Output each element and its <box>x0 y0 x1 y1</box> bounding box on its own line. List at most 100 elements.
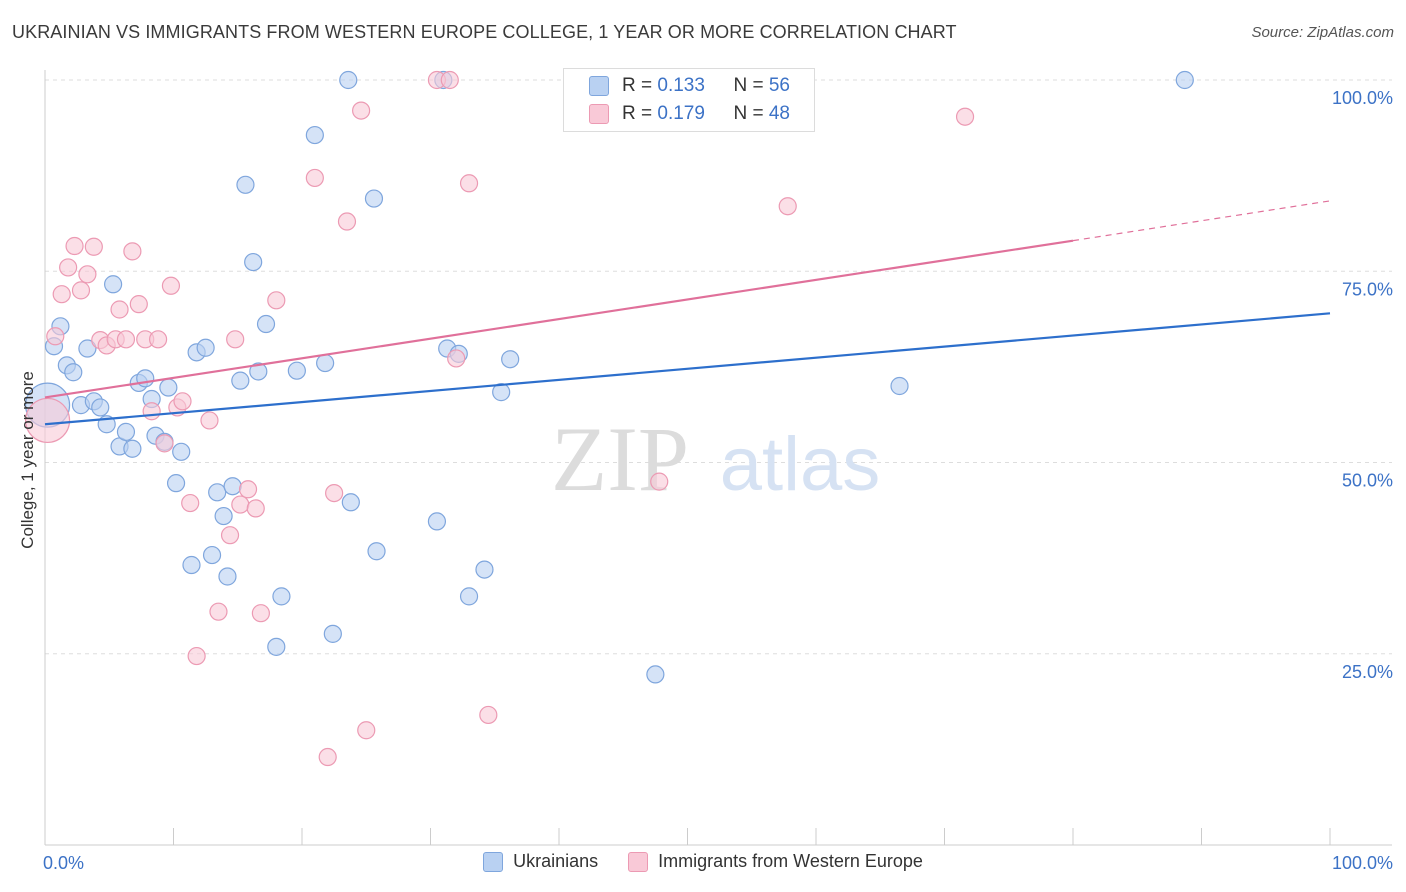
point-western-europe <box>305 168 324 188</box>
x-tick-label: 100.0% <box>1332 853 1393 873</box>
point-western-europe <box>161 276 181 295</box>
r-label: R = <box>622 75 658 96</box>
point-ukrainians <box>159 378 178 397</box>
r-label: R = <box>622 103 658 124</box>
y-tick-label: 75.0% <box>1342 279 1393 299</box>
tick-labels: 25.0% 50.0% 75.0% 100.0% 0.0% 100.0% <box>43 88 1393 873</box>
point-western-europe <box>318 747 337 767</box>
point-western-europe <box>238 480 258 499</box>
point-ukrainians <box>256 314 276 334</box>
stats-swatch-blue <box>589 76 609 96</box>
legend-swatch-pink <box>628 851 649 872</box>
point-western-europe <box>251 604 270 623</box>
y-tick-label: 50.0% <box>1342 471 1393 491</box>
point-western-europe <box>52 285 71 304</box>
legend-item-western-europe[interactable]: Immigrants from Western Europe <box>628 851 923 872</box>
point-ukrainians <box>427 512 447 531</box>
x-tick-label: 0.0% <box>43 853 84 873</box>
point-western-europe <box>129 295 148 314</box>
point-western-europe <box>325 484 344 503</box>
point-western-europe <box>71 281 91 300</box>
watermark-zip: ZIP <box>551 408 689 510</box>
point-western-europe <box>110 300 129 319</box>
point-ukrainians <box>287 361 306 380</box>
point-ukrainians <box>475 560 494 579</box>
r-value: 0.179 <box>657 103 705 124</box>
point-ukrainians <box>341 493 360 512</box>
axes <box>44 70 1392 846</box>
stats-row-western-europe: R = 0.179 N = 48 <box>589 102 790 126</box>
y-axis-label: College, 1 year or more <box>18 371 37 549</box>
point-western-europe <box>337 212 357 231</box>
point-ukrainians <box>501 350 520 369</box>
trend-line-western-europe <box>44 239 1074 399</box>
point-ukrainians <box>172 442 191 461</box>
point-western-europe <box>148 330 168 349</box>
point-ukrainians <box>91 398 110 417</box>
point-ukrainians <box>166 474 186 493</box>
legend-swatch-blue <box>483 851 504 872</box>
point-western-europe <box>59 258 78 277</box>
y-tick-label: 25.0% <box>1342 662 1393 682</box>
point-ukrainians <box>267 637 286 656</box>
point-ukrainians <box>323 624 342 643</box>
trend-line-ukrainians <box>44 312 1331 426</box>
point-ukrainians <box>890 376 909 396</box>
point-western-europe <box>226 330 245 349</box>
point-ukrainians <box>208 483 227 502</box>
bottom-legend: Ukrainians Immigrants from Western Europ… <box>0 851 1406 872</box>
point-western-europe <box>357 721 376 740</box>
point-western-europe <box>440 70 459 90</box>
watermark-atlas: atlas <box>720 422 881 507</box>
point-western-europe <box>65 236 84 256</box>
point-western-europe <box>220 526 240 545</box>
point-ukrainians <box>459 587 479 606</box>
trend-lines <box>44 200 1331 426</box>
point-western-europe <box>650 472 669 491</box>
point-ukrainians <box>364 189 384 208</box>
point-ukrainians <box>196 338 215 357</box>
point-ukrainians <box>492 383 511 402</box>
point-western-europe <box>778 197 797 216</box>
point-ukrainians <box>64 363 83 382</box>
point-western-europe <box>84 237 103 256</box>
point-western-europe <box>246 499 265 518</box>
point-ukrainians <box>646 665 665 684</box>
point-ukrainians <box>339 70 358 90</box>
point-ukrainians <box>249 362 268 381</box>
point-ukrainians <box>104 275 123 294</box>
point-ukrainians <box>231 371 250 390</box>
point-ukrainians <box>182 555 201 575</box>
point-western-europe <box>24 397 71 444</box>
watermark: ZIP atlas <box>551 408 880 510</box>
point-western-europe <box>352 101 371 120</box>
grid-lines <box>45 79 1392 655</box>
point-western-europe <box>200 411 219 430</box>
point-western-europe <box>955 107 975 126</box>
stats-swatch-pink <box>589 104 609 124</box>
point-ukrainians <box>305 125 324 145</box>
legend-label-ukrainians: Ukrainians <box>513 851 599 871</box>
point-ukrainians <box>136 369 155 388</box>
n-value: 48 <box>768 103 790 124</box>
n-label: N = <box>733 103 769 124</box>
point-ukrainians <box>218 567 237 586</box>
point-western-europe <box>123 242 142 261</box>
point-ukrainians <box>123 439 142 458</box>
point-western-europe <box>181 493 200 513</box>
point-western-europe <box>459 174 479 193</box>
legend-label-western-europe: Immigrants from Western Europe <box>658 851 923 871</box>
legend-item-ukrainians[interactable]: Ukrainians <box>483 851 598 872</box>
point-western-europe <box>173 392 192 411</box>
point-ukrainians <box>78 339 97 358</box>
n-label: N = <box>733 75 769 96</box>
chart-title: UKRAINIAN VS IMMIGRANTS FROM WESTERN EUR… <box>12 22 957 42</box>
point-western-europe <box>78 265 97 284</box>
point-western-europe <box>46 327 65 346</box>
point-ukrainians <box>244 252 263 272</box>
point-western-europe <box>155 434 174 453</box>
point-ukrainians <box>116 422 136 441</box>
point-western-europe <box>187 646 206 666</box>
point-western-europe <box>231 495 250 514</box>
